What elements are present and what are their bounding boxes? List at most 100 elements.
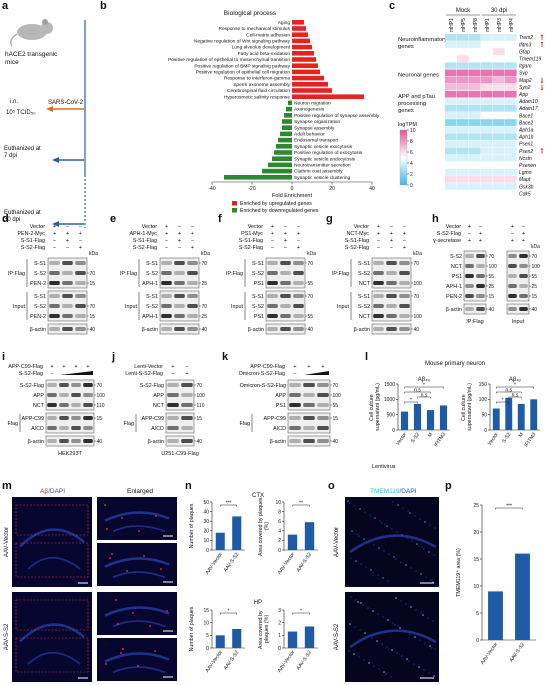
kda-marker: 70 — [202, 261, 208, 267]
significance-label: * — [228, 608, 230, 614]
gene-label: Syp — [519, 71, 528, 77]
band — [49, 271, 60, 275]
heatmap-cell — [445, 41, 457, 48]
bar — [262, 168, 292, 174]
y-tick-label: 1500 — [384, 382, 395, 388]
legend-label: Enriched by upregulated genes — [240, 201, 312, 207]
condition-sign: + — [53, 231, 57, 237]
significance-label: *** — [226, 500, 232, 506]
band — [75, 281, 86, 285]
band — [386, 281, 397, 285]
condition-sign: − — [479, 224, 483, 230]
heatmap-cell — [505, 126, 517, 133]
heatmap-cell — [457, 154, 469, 162]
cell — [384, 523, 386, 525]
condition-sign: − — [53, 238, 57, 244]
significance-label: * — [423, 382, 425, 388]
gradient-wedge — [60, 371, 93, 375]
kda-marker: 110 — [97, 403, 105, 409]
bar — [413, 403, 422, 430]
plaque — [106, 528, 108, 530]
row-label: β-actin — [248, 327, 264, 333]
significance-label: ** — [299, 500, 303, 506]
condition-sign: − — [178, 245, 182, 251]
kda-marker: 55 — [308, 281, 314, 287]
band — [161, 327, 172, 331]
band — [508, 284, 517, 288]
band — [161, 271, 172, 275]
cell — [399, 627, 401, 629]
heatmap-cell — [493, 62, 505, 70]
y-tick-label: 0 — [278, 646, 281, 652]
kda-marker: 70 — [197, 383, 203, 389]
band — [519, 264, 528, 268]
tissue-structure — [349, 629, 437, 649]
band — [476, 254, 485, 258]
cell — [429, 645, 431, 647]
kda-marker: 40 — [333, 439, 339, 445]
band — [280, 271, 291, 275]
mouse-head — [41, 22, 53, 34]
significance-label: * — [502, 397, 504, 403]
kda-label: kDa — [89, 251, 98, 257]
group-label: Neuroinflammatory genes — [398, 37, 449, 50]
bar — [282, 119, 292, 124]
bar — [492, 408, 500, 430]
colorbar-tick-label: 6 — [410, 150, 413, 156]
group-label: APP and pTau processing genes — [398, 94, 437, 114]
condition-sign: − — [271, 238, 275, 244]
heatmap-cell — [469, 34, 481, 41]
term-label: Endosomal transport — [294, 138, 339, 144]
heatmap-cell — [469, 69, 481, 77]
band — [519, 294, 528, 298]
bar — [304, 626, 315, 648]
heatmap-cell — [445, 69, 457, 77]
condition-sign: + — [479, 238, 483, 244]
y-axis-label: Cell culture supernatant (pg/mL) — [369, 383, 381, 431]
cell — [418, 666, 420, 668]
bar — [515, 553, 530, 640]
heatmap-cell — [481, 48, 493, 55]
arrowhead — [540, 147, 544, 150]
gene-label: Aph1a — [518, 128, 534, 134]
band — [83, 439, 93, 443]
kda-marker: 70 — [489, 254, 495, 260]
cell — [372, 610, 374, 612]
band — [293, 294, 304, 298]
band — [83, 393, 93, 397]
term-label: Synaptic vesicle exocytosis — [294, 144, 353, 150]
band — [71, 383, 81, 387]
cell — [359, 508, 361, 510]
row-label: S-S2 — [450, 254, 462, 260]
band — [386, 314, 397, 318]
heatmap-cell — [493, 90, 505, 98]
row-label: PS1 — [254, 314, 264, 320]
cell — [368, 662, 370, 664]
condition-sign: − — [185, 364, 189, 370]
row-label: APH-1 — [142, 314, 158, 320]
bar — [278, 137, 292, 143]
row-label: APP-C99 — [142, 416, 164, 422]
condition-label: Vector — [30, 224, 45, 230]
condition-label: S-S2-Flag — [21, 245, 45, 251]
mouse-ear — [42, 19, 48, 25]
cell — [362, 604, 364, 606]
heatmap-cell — [457, 161, 469, 169]
kda-marker: 55 — [489, 274, 495, 280]
cell — [385, 673, 387, 675]
condition-sign: − — [511, 231, 515, 237]
tissue-structure — [27, 651, 81, 665]
cell — [391, 528, 393, 530]
bar — [280, 131, 292, 137]
row-label: S-S1 — [252, 294, 264, 300]
condition-sign: + — [390, 231, 394, 237]
kda-marker: 70 — [202, 304, 208, 310]
band — [289, 393, 301, 397]
condition-sign: − — [271, 245, 275, 251]
gene-label: Aph1b — [518, 135, 534, 141]
arrowhead — [52, 221, 59, 227]
heatmap-cell — [469, 168, 481, 176]
row-label: PS1 — [276, 403, 286, 409]
band — [399, 281, 410, 285]
significance-label: n.s — [505, 387, 512, 393]
